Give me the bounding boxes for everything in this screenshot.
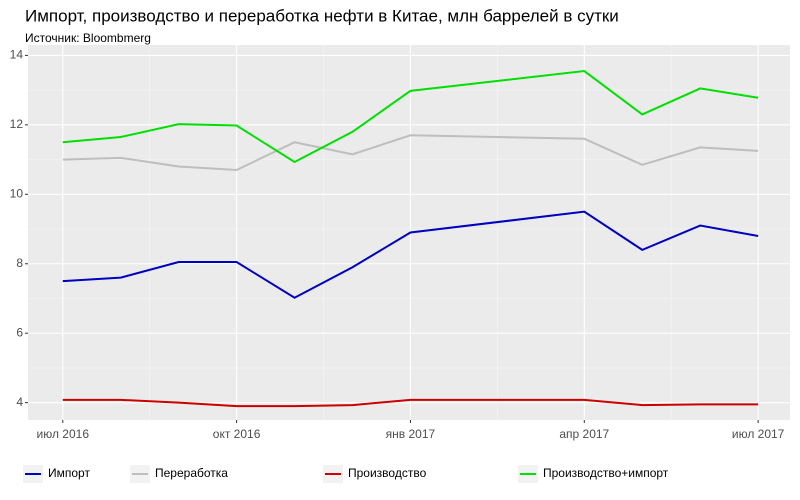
y-tick-label: 14 <box>10 48 24 62</box>
x-tick-label: апр 2017 <box>559 427 609 441</box>
y-tick-label: 4 <box>16 395 23 409</box>
series-line <box>62 210 759 299</box>
legend-label: Производство <box>348 466 427 480</box>
legend-label: Импорт <box>48 466 90 480</box>
legend-label: Производство+импорт <box>543 466 669 480</box>
series-line <box>62 134 759 172</box>
x-tick-label: июл 2017 <box>732 427 785 441</box>
y-tick-label: 10 <box>10 186 24 200</box>
chart-title: Импорт, производство и переработка нефти… <box>25 6 619 25</box>
series-line <box>62 70 759 164</box>
x-tick-label: янв 2017 <box>386 427 436 441</box>
series-line <box>62 398 759 408</box>
chart-subtitle: Источник: Bloombmerg <box>25 31 151 45</box>
legend-label: Переработка <box>155 466 228 480</box>
x-tick-label: июл 2016 <box>37 427 90 441</box>
y-tick-label: 12 <box>10 117 24 131</box>
x-tick-label: окт 2016 <box>213 427 261 441</box>
y-tick-label: 8 <box>16 256 23 270</box>
y-tick-label: 6 <box>16 325 23 339</box>
